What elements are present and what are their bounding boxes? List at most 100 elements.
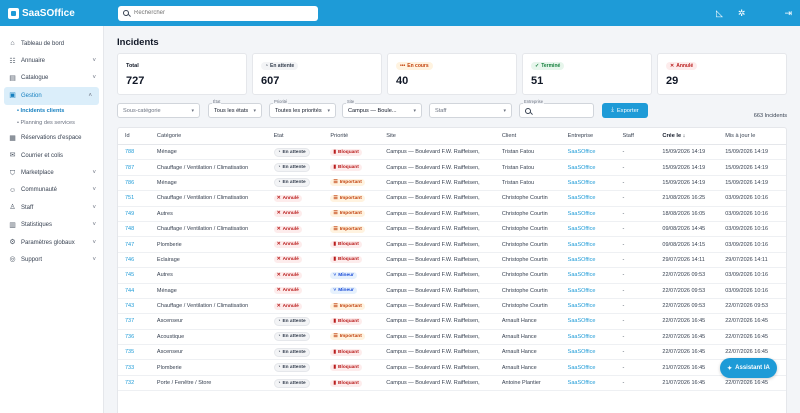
app-logo[interactable]: SaaSOffice — [8, 7, 112, 19]
table-row[interactable]: 746 Éclairage ✕ Annulé ▮ Bloquant Campus — Bou… — [118, 253, 786, 269]
entreprise-link[interactable]: SaaSOffice — [567, 380, 596, 387]
table-row[interactable]: 751 Chauffage / Ventilation / Climatisati… — [118, 191, 786, 207]
sidebar-item[interactable]: ☷ Annuaire ˅ — [0, 52, 103, 69]
ruler-icon[interactable]: ◺ — [715, 8, 723, 18]
french-flag-icon[interactable] — [760, 12, 769, 18]
col-cree-label: Crée le — [662, 133, 682, 139]
entreprise-link[interactable]: SaaSOffice — [567, 241, 596, 248]
sun-icon[interactable]: ✲ — [737, 8, 746, 18]
entreprise-link[interactable]: SaaSOffice — [567, 303, 596, 310]
incident-id-link[interactable]: 786 — [125, 179, 135, 186]
table-row[interactable]: 786 Ménage ◔ En attente ☰ Important Campus — B… — [118, 176, 786, 192]
sidebar-item-label: Catalogue — [21, 75, 49, 82]
table-row[interactable]: 787 Chauffage / Ventilation / Climatisati… — [118, 160, 786, 176]
sidebar-subitem[interactable]: • Planning des services — [17, 120, 75, 127]
global-search[interactable] — [118, 5, 318, 21]
priorite-select[interactable]: Priorité Toutes les priorités ▾ — [269, 99, 336, 118]
staff-select[interactable]: Staff ▾ — [429, 103, 512, 118]
table-row[interactable]: 744 Ménage ✕ Annulé ˅ Mineur Campus — Boulevar… — [118, 284, 786, 299]
col-entreprise[interactable]: Entreprise — [567, 133, 594, 139]
col-staff[interactable]: Staff — [622, 133, 634, 139]
assistant-ia-button[interactable]: ✦ Assistant IA — [720, 358, 777, 378]
subcategory-select[interactable]: Sous-catégorie ▾ — [117, 103, 200, 118]
incident-id-link[interactable]: 733 — [125, 364, 135, 371]
site-select[interactable]: Site Campus — Boule... ▾ — [342, 99, 422, 118]
col-etat[interactable]: État — [273, 133, 284, 139]
table-row[interactable]: 747 Plomberie ✕ Annulé ▮ Bloquant Campus — Bou… — [118, 237, 786, 253]
sidebar-item[interactable]: ▦ Réservations d'espace — [0, 130, 103, 147]
chevron-down-icon: ▾ — [253, 107, 256, 114]
entreprise-link[interactable]: SaaSOffice — [567, 149, 596, 156]
table-row[interactable]: 743 Chauffage / Ventilation / Climatisati… — [118, 299, 786, 315]
chart-icon: ▥ — [9, 221, 16, 229]
entreprise-link[interactable]: SaaSOffice — [567, 210, 596, 217]
col-categorie[interactable]: Catégorie — [156, 133, 182, 139]
etat-icon: ✕ — [276, 288, 281, 294]
table-row[interactable]: 735 Ascenseur ◔ En attente ▮ Bloquant Campus —… — [118, 345, 786, 361]
table-row[interactable]: 732 Porte / Fenêtre / Store ◔ En attente ▮ Bl… — [118, 376, 786, 392]
table-row[interactable]: 749 Autres ✕ Annulé ☰ Important Campus — Boule… — [118, 207, 786, 222]
entreprise-link[interactable]: SaaSOffice — [567, 364, 596, 371]
export-button[interactable]: ⤓ Exporter — [602, 103, 648, 118]
search-input[interactable] — [134, 10, 304, 16]
sidebar-item[interactable]: ◎ Support ˅ — [0, 251, 103, 268]
incident-id-link[interactable]: 747 — [125, 241, 135, 248]
incident-id-link[interactable]: 751 — [125, 195, 135, 202]
incident-id-link[interactable]: 732 — [125, 380, 135, 387]
sidebar-item[interactable]: ☺ Communauté ˅ — [0, 182, 103, 199]
entreprise-link[interactable]: SaaSOffice — [567, 318, 596, 325]
col-priorite[interactable]: Priorité — [330, 133, 349, 139]
table-row[interactable]: 737 Ascenseur ◔ En attente ▮ Bloquant Campus —… — [118, 314, 786, 330]
sidebar-item[interactable]: ▥ Statistiques ˅ — [0, 217, 103, 234]
table-row[interactable]: 748 Chauffage / Ventilation / Climatisati… — [118, 222, 786, 238]
etat-text: Annulé — [282, 195, 299, 201]
incident-id-link[interactable]: 737 — [125, 318, 135, 325]
incident-id-link[interactable]: 748 — [125, 226, 135, 233]
incident-id-link[interactable]: 788 — [125, 149, 135, 156]
sidebar-subitem[interactable]: • Incidents clients — [17, 107, 65, 114]
col-id[interactable]: Id — [125, 133, 130, 139]
table-row[interactable]: 788 Ménage ◔ En attente ▮ Bloquant Campus — Bo… — [118, 145, 786, 161]
entreprise-link[interactable]: SaaSOffice — [567, 164, 596, 171]
incident-id-link[interactable]: 749 — [125, 210, 135, 217]
col-cree-le[interactable]: Crée le ↓ — [655, 133, 718, 139]
incident-id-link[interactable]: 743 — [125, 303, 135, 310]
sidebar-item[interactable]: ⛉ Marketplace ˅ — [0, 164, 103, 181]
entreprise-link[interactable]: SaaSOffice — [567, 179, 596, 186]
entreprise-search[interactable]: Entreprise — [519, 99, 594, 118]
entreprise-link[interactable]: SaaSOffice — [567, 287, 596, 294]
entreprise-link[interactable]: SaaSOffice — [567, 256, 596, 263]
client-cell: Arnault Hance — [501, 364, 537, 371]
sidebar-item[interactable]: ▤ Catalogue ˅ — [0, 70, 103, 87]
sidebar-item[interactable]: ♙ Staff ˅ — [0, 199, 103, 216]
incident-id-link[interactable]: 746 — [125, 256, 135, 263]
sidebar-item[interactable]: ⌂ Tableau de bord — [0, 35, 103, 52]
priorite-icon: ▮ — [333, 149, 337, 155]
staff-value: Staff — [435, 107, 447, 114]
etat-badge: ◔ En attente — [273, 363, 310, 373]
col-client[interactable]: Client — [501, 133, 517, 139]
table-row[interactable]: 745 Autres ✕ Annulé ˅ Mineur Campus — Boulevar… — [118, 268, 786, 284]
table-row[interactable]: 736 Acoustique ◔ En attente ☰ Important Campus… — [118, 330, 786, 346]
incident-id-link[interactable]: 745 — [125, 272, 135, 279]
priorite-badge: ▮ Bloquant — [330, 164, 362, 172]
col-mis-a-jour[interactable]: Mis à jour le — [725, 133, 756, 139]
entreprise-link[interactable]: SaaSOffice — [567, 226, 596, 233]
logo-icon — [8, 7, 19, 19]
incident-id-link[interactable]: 787 — [125, 164, 135, 171]
logout-icon[interactable]: ⇥ — [784, 8, 792, 18]
entreprise-link[interactable]: SaaSOffice — [567, 195, 596, 202]
etat-select[interactable]: État Tous les états ▾ — [208, 99, 262, 118]
col-site[interactable]: Site — [386, 133, 396, 139]
incident-id-link[interactable]: 744 — [125, 287, 135, 294]
incident-id-link[interactable]: 735 — [125, 349, 135, 356]
sidebar-item[interactable]: ✉ Courrier et colis — [0, 147, 103, 164]
entreprise-label: Entreprise — [523, 99, 545, 104]
sidebar-item[interactable]: ⚙ Paramètres globaux ˅ — [0, 234, 103, 251]
sidebar-item[interactable]: ▣ Gestion ˄ — [4, 87, 99, 105]
entreprise-link[interactable]: SaaSOffice — [567, 349, 596, 356]
table-row[interactable]: 733 Plomberie ◔ En attente ▮ Bloquant Campus —… — [118, 360, 786, 376]
entreprise-link[interactable]: SaaSOffice — [567, 333, 596, 340]
incident-id-link[interactable]: 736 — [125, 333, 135, 340]
entreprise-link[interactable]: SaaSOffice — [567, 272, 596, 279]
